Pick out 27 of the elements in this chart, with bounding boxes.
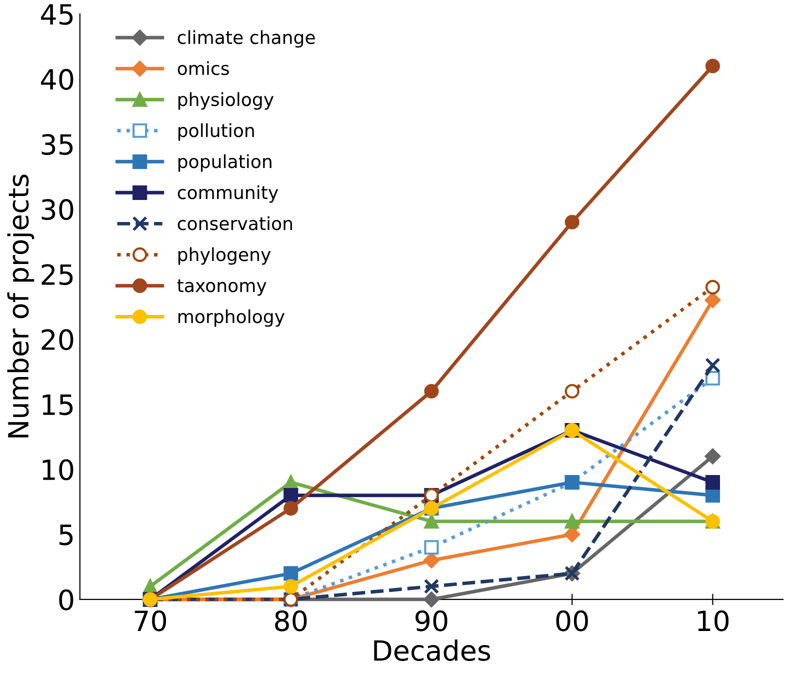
x-tick-label: 70 bbox=[134, 610, 166, 632]
y-axis-title: Number of projects bbox=[7, 174, 34, 438]
y-tick-label: 10 bbox=[42, 459, 74, 480]
legend-label: phylogeny bbox=[178, 247, 271, 265]
legend-label: taxonomy bbox=[177, 279, 266, 296]
y-tick-label: 30 bbox=[42, 199, 74, 220]
legend-label: population bbox=[178, 154, 272, 172]
x-axis-title: Decades bbox=[374, 640, 490, 661]
y-tick-label: 20 bbox=[42, 329, 74, 350]
legend-label: climate change bbox=[178, 30, 315, 48]
y-tick-label: 5 bbox=[60, 524, 73, 546]
x-tick-label: 90 bbox=[416, 610, 448, 632]
legend-label: conservation bbox=[178, 216, 292, 230]
legend-label: physiology bbox=[178, 92, 274, 110]
legend-label: community bbox=[178, 185, 278, 203]
x-tick-label: 10 bbox=[698, 610, 729, 632]
legend-label: morphology bbox=[178, 309, 285, 327]
y-tick-label: 35 bbox=[42, 134, 73, 155]
y-tick-label: 25 bbox=[42, 264, 73, 286]
legend-label: omics bbox=[178, 61, 229, 76]
x-tick-label: 80 bbox=[275, 610, 307, 632]
y-tick-label: 15 bbox=[42, 394, 73, 416]
y-tick-label: 0 bbox=[59, 589, 74, 610]
legend-label: pollution bbox=[178, 123, 254, 141]
y-tick-label: 40 bbox=[41, 68, 74, 90]
y-tick-label: 45 bbox=[41, 4, 73, 25]
x-tick-label: 00 bbox=[556, 610, 588, 632]
